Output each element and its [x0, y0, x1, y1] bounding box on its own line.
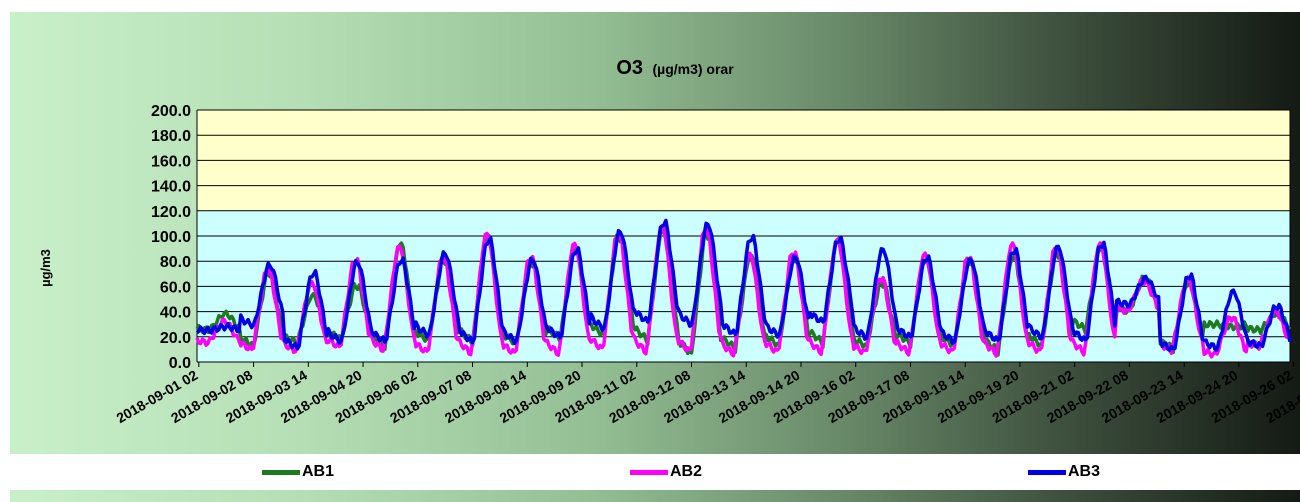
chart-frame: O3 (µg/m3) orar µg/m3 0.0 20.0 40.0 60.0 80.… [10, 12, 1300, 502]
legend-label-ab3: AB3 [1068, 463, 1101, 480]
y-tick-label: 180.0 [151, 128, 191, 145]
y-axis-ticks: 0.0 20.0 40.0 60.0 80.0 100.0 120.0 140.0 160.0 1… [151, 103, 191, 372]
legend-swatch-ab3 [1028, 469, 1066, 475]
y-tick-label: 40.0 [160, 305, 191, 322]
plot-area [196, 109, 1291, 363]
legend-label-ab1: AB1 [302, 463, 335, 480]
y-tick-label: 0.0 [169, 355, 191, 372]
y-tick-label: 200.0 [151, 103, 191, 120]
legend: AB1 AB2 AB3 [10, 454, 1300, 490]
y-tick-label: 60.0 [160, 279, 191, 296]
y-tick-label: 120.0 [151, 204, 191, 221]
series-line-ab3 [195, 218, 1292, 352]
legend-swatch-ab1 [262, 469, 300, 475]
y-tick-label: 20.0 [160, 330, 191, 347]
y-tick-label: 160.0 [151, 153, 191, 170]
y-axis-label: µg/m3 [38, 249, 53, 287]
legend-item-ab1: AB1 [262, 454, 334, 490]
legend-item-ab3: AB3 [1028, 454, 1100, 490]
legend-item-ab2: AB2 [630, 454, 702, 490]
legend-swatch-ab2 [630, 469, 668, 475]
series-lines [195, 218, 1292, 359]
y-tick-label: 140.0 [151, 179, 191, 196]
chart-title: O3 (µg/m3) orar [616, 57, 734, 79]
chart-svg: O3 (µg/m3) orar µg/m3 0.0 20.0 40.0 60.0 80.… [38, 57, 1300, 426]
legend-label-ab2: AB2 [670, 463, 703, 480]
y-tick-label: 100.0 [151, 229, 191, 246]
y-tick-label: 80.0 [160, 254, 191, 271]
